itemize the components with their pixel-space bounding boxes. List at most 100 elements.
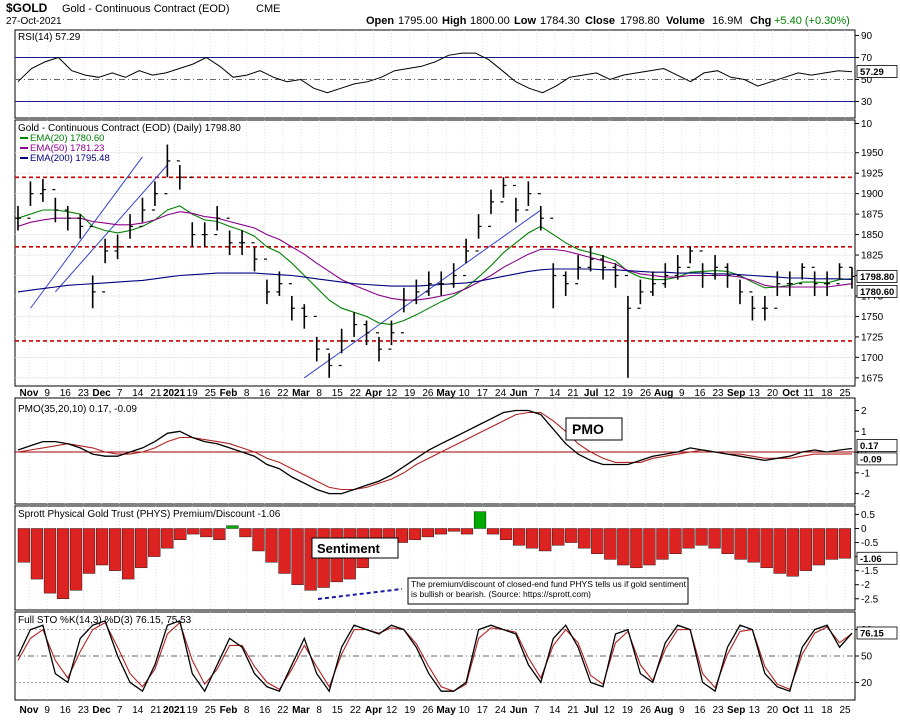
phys-bar (799, 528, 812, 571)
phys-bar (460, 528, 474, 535)
phys-bar (56, 528, 70, 599)
phys-bar (239, 528, 252, 538)
close-label: Close (585, 15, 615, 27)
x-tick-label-top: 18 (821, 388, 833, 399)
x-tick-label-bottom: 26 (640, 705, 652, 716)
phys-tick-label: -2.5 (861, 594, 879, 605)
rsi-title: RSI(14) 57.29 (18, 32, 81, 43)
x-tick-label-top: 9 (44, 388, 50, 399)
phys-bar (512, 528, 526, 546)
price-tick-label: 1825 (861, 251, 884, 262)
volume-value: 16.9M (712, 15, 743, 27)
price-tick-label: 1675 (861, 373, 884, 384)
x-tick-label-top: Mar (292, 388, 310, 399)
price-tick-label: 1700 (861, 353, 884, 364)
x-tick-label-top: 8 (316, 388, 322, 399)
note-text: The premium/discount of closed-end fund … (411, 579, 686, 599)
phys-bar (656, 528, 669, 560)
x-tick-label-top: 23 (78, 388, 90, 399)
x-tick-label-top: 19 (187, 388, 199, 399)
x-tick-label-top: 24 (495, 388, 507, 399)
x-tick-label-top: Oct (782, 388, 799, 399)
sto-k-line (17, 619, 853, 693)
x-tick-label-top: 2021 (163, 388, 186, 399)
low-value: 1784.30 (540, 15, 580, 27)
ema-line-0 (17, 205, 853, 326)
sto-d-line (17, 621, 853, 692)
sto-last-value-box (856, 626, 898, 640)
x-tick-label-bottom: Oct (782, 705, 799, 716)
phys-bar (552, 528, 565, 546)
x-tick-label-bottom: May (436, 705, 456, 716)
phys-bar (187, 528, 200, 535)
pmo-value: 0.17 (860, 441, 879, 452)
phys-bar (499, 528, 513, 540)
phys-bar (447, 528, 461, 532)
phys-bar (226, 525, 239, 529)
pmo-annotation: PMO (565, 417, 623, 441)
x-tick-label-bottom: 7 (534, 705, 540, 716)
rsi-last-value-box (856, 65, 898, 78)
contract-name: Gold - Continuous Contract (EOD) (62, 3, 230, 15)
sto-last-value: 76.15 (860, 628, 884, 639)
phys-bar (109, 528, 122, 571)
x-tick-label-top: Dec (92, 388, 111, 399)
x-tick-label-bottom: 13 (749, 705, 761, 716)
phys-bar (695, 528, 708, 546)
phys-bar (643, 528, 656, 566)
x-tick-label-top: 26 (640, 388, 652, 399)
open-label: Open (366, 15, 394, 27)
phys-bar (161, 528, 174, 549)
phys-title: Sprott Physical Gold Trust (PHYS) Premiu… (18, 509, 281, 520)
phys-bar (304, 528, 317, 591)
x-tick-label-bottom: 12 (604, 705, 616, 716)
x-tick-label-top: 7 (534, 388, 540, 399)
phys-bar (578, 528, 591, 549)
x-tick-label-top: 16 (259, 388, 271, 399)
phys-bar (278, 528, 291, 574)
phys-last-value-box (856, 551, 898, 565)
phys-bar (200, 528, 213, 538)
rsi-last-value: 57.29 (860, 67, 884, 78)
x-tick-label-top: 25 (205, 388, 217, 399)
x-tick-label-bottom: 8 (244, 705, 250, 716)
trendline (304, 209, 542, 379)
x-tick-label-bottom: 10 (459, 705, 471, 716)
phys-bar (786, 528, 799, 577)
x-tick-label-top: 15 (332, 388, 344, 399)
phys-bar (408, 528, 421, 540)
phys-bar (17, 528, 31, 563)
x-tick-label-top: Feb (220, 388, 238, 399)
x-tick-label-top: 21 (150, 388, 162, 399)
phys-tick-label: 0 (861, 524, 867, 535)
x-tick-label-top: 22 (277, 388, 289, 399)
legend-entry: EMA(50) 1781.23 (30, 143, 104, 154)
x-tick-label-bottom: 21 (567, 705, 579, 716)
x-tick-label-bottom: 19 (187, 705, 199, 716)
phys-bar (473, 511, 487, 529)
x-tick-label-bottom: 20 (767, 705, 779, 716)
phys-bar (682, 528, 695, 549)
x-tick-label-bottom: 9 (44, 705, 50, 716)
high-value: 1800.00 (470, 15, 510, 27)
x-tick-label-bottom: Nov (20, 705, 39, 716)
phys-bar (421, 528, 435, 538)
phys-bar (773, 528, 786, 574)
sto-title: Full STO %K(14,3) %D(3) 76.15, 75.53 (18, 615, 192, 626)
phys-bar (122, 528, 135, 580)
x-tick-label-bottom: 11 (804, 705, 815, 716)
x-tick-label-bottom: 25 (205, 705, 217, 716)
x-tick-label-top: 11 (804, 388, 815, 399)
phys-bar (747, 528, 760, 563)
x-tick-label-top: Sep (727, 388, 745, 399)
x-tick-label-top: 22 (350, 388, 362, 399)
phys-bar (539, 528, 552, 552)
phys-bar (265, 528, 278, 563)
x-tick-label-bottom: Feb (220, 705, 238, 716)
x-tick-label-bottom: Mar (292, 705, 310, 716)
exchange: CME (256, 3, 280, 15)
trendline (54, 164, 168, 293)
phys-bar (395, 528, 408, 543)
sentiment-trendline (317, 588, 403, 600)
